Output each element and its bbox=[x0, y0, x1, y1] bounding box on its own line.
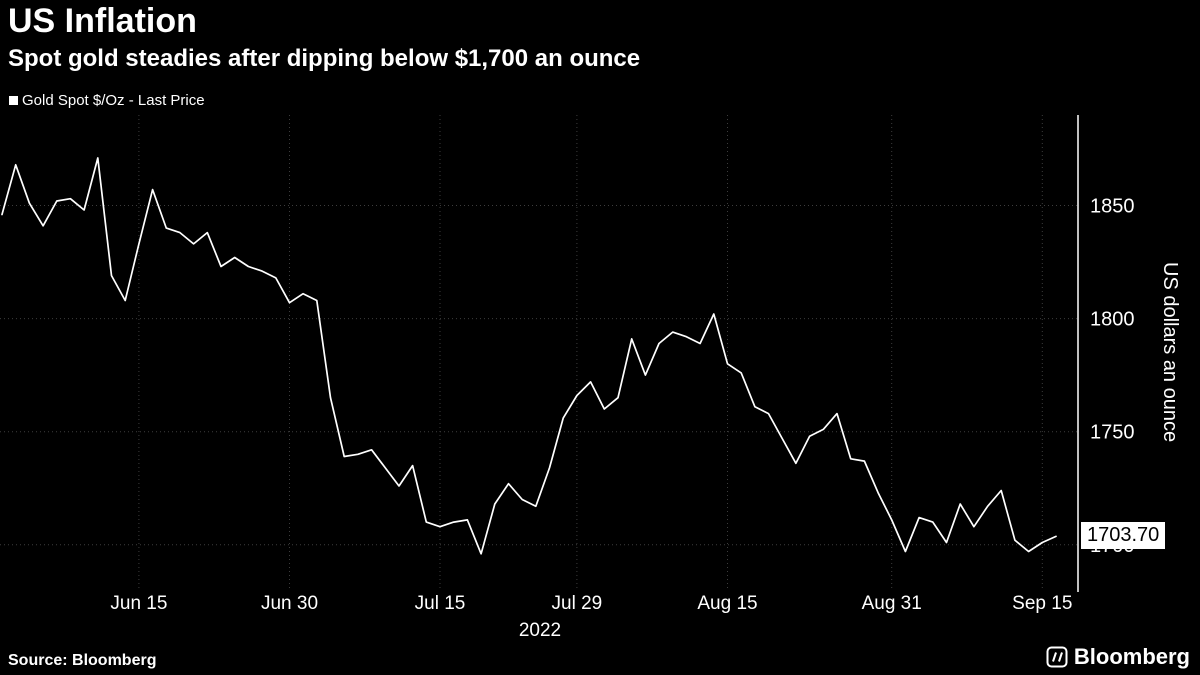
y-tick-label: 1850 bbox=[1090, 196, 1135, 218]
x-tick-label: Sep 15 bbox=[1012, 593, 1072, 614]
gold-price-line bbox=[1, 157, 1057, 555]
x-tick-label: Jul 29 bbox=[552, 593, 603, 614]
source-label: Source: Bloomberg bbox=[8, 652, 157, 669]
bloomberg-logo: Bloomberg bbox=[1046, 644, 1190, 670]
page-title: US Inflation bbox=[8, 2, 197, 40]
legend: Gold Spot $/Oz - Last Price bbox=[9, 92, 205, 109]
chart-subtitle: Spot gold steadies after dipping below $… bbox=[8, 45, 641, 72]
bloomberg-logo-icon bbox=[1046, 646, 1068, 668]
x-tick-label: Aug 31 bbox=[862, 593, 922, 614]
x-tick-label: Aug 15 bbox=[697, 593, 757, 614]
y-tick-label: 1750 bbox=[1090, 422, 1135, 444]
x-axis-year-label: 2022 bbox=[519, 620, 561, 641]
bloomberg-logo-text: Bloomberg bbox=[1073, 644, 1190, 669]
x-tick-label: Jul 15 bbox=[415, 593, 466, 614]
legend-label: Gold Spot $/Oz - Last Price bbox=[22, 92, 205, 109]
legend-swatch-icon bbox=[9, 96, 18, 105]
last-price-badge: 1703.70 bbox=[1081, 522, 1166, 550]
x-tick-label: Jun 15 bbox=[110, 593, 167, 614]
y-tick-label: 1800 bbox=[1090, 309, 1135, 331]
x-tick-label: Jun 30 bbox=[261, 593, 318, 614]
y-axis-title: US dollars an ounce bbox=[1159, 262, 1181, 443]
